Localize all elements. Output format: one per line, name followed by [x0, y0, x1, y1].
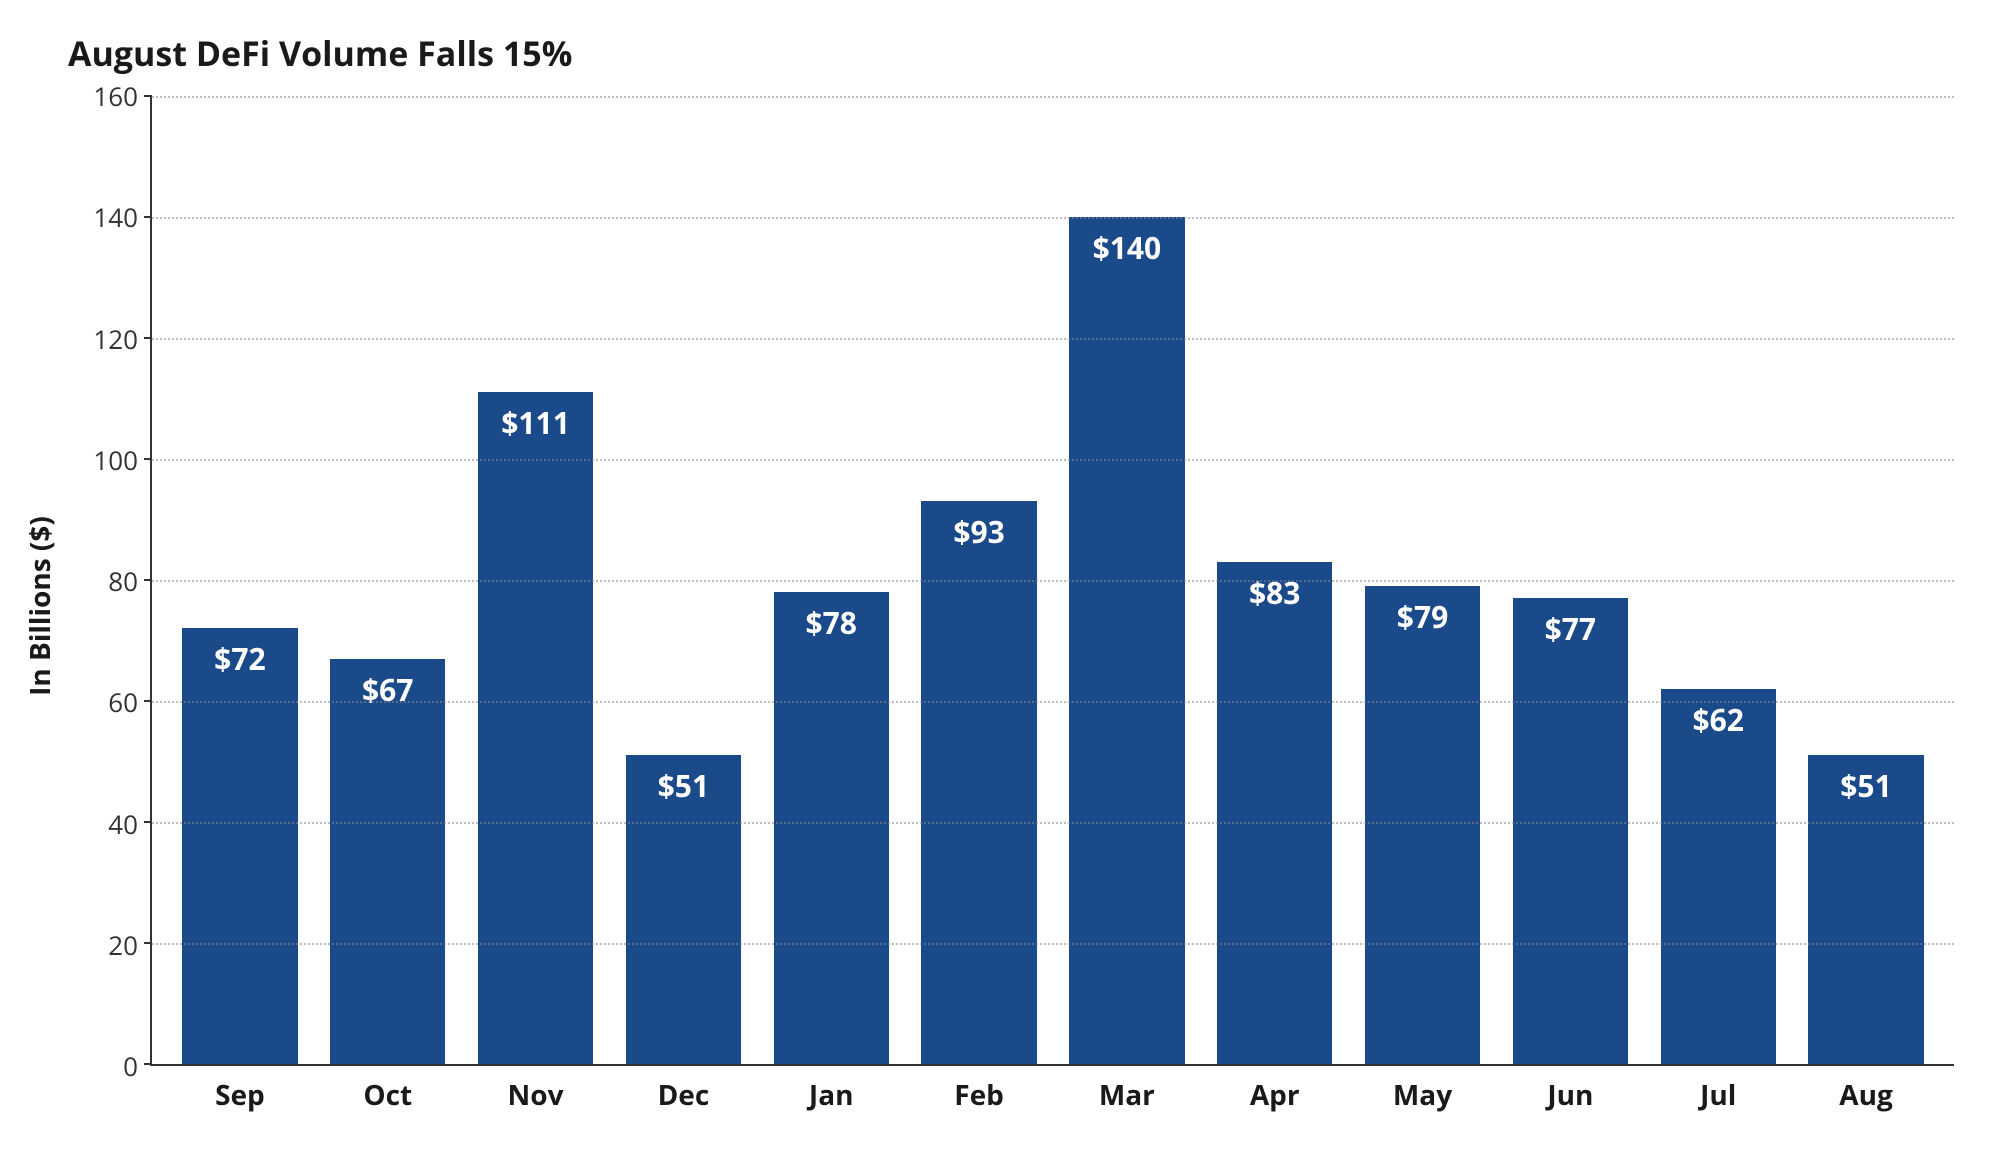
x-tick-label: Nov [462, 1076, 610, 1114]
bar-value-label: $67 [362, 669, 413, 710]
bar: $111 [478, 392, 593, 1064]
x-tick-label: Feb [905, 1076, 1053, 1114]
y-tick-label: 100 [93, 442, 138, 478]
y-axis: 020406080100120140160 [60, 96, 150, 1116]
x-tick-label: Mar [1053, 1076, 1201, 1114]
plot-wrapper: In Billions ($) 020406080100120140160 $7… [60, 96, 1954, 1116]
bar: $140 [1069, 217, 1184, 1064]
y-tick-label: 60 [108, 684, 138, 720]
y-tick-mark [144, 458, 152, 460]
bar-value-label: $62 [1692, 699, 1743, 740]
bar-value-label: $140 [1093, 227, 1162, 268]
y-tick-label: 140 [93, 199, 138, 235]
y-tick-mark [144, 95, 152, 97]
x-tick-label: Sep [166, 1076, 314, 1114]
x-tick-label: Aug [1792, 1076, 1940, 1114]
bar: $67 [330, 659, 445, 1064]
y-tick-mark [144, 700, 152, 702]
x-tick-label: Dec [609, 1076, 757, 1114]
x-axis: SepOctNovDecJanFebMarAprMayJunJulAug [152, 1064, 1954, 1114]
bar-value-label: $111 [501, 402, 570, 443]
gridline [152, 217, 1954, 219]
chart-title: August DeFi Volume Falls 15% [68, 30, 1954, 76]
gridline [152, 338, 1954, 340]
bar: $83 [1217, 562, 1332, 1064]
y-tick-label: 0 [123, 1048, 138, 1084]
y-tick-mark [144, 216, 152, 218]
bar: $93 [921, 501, 1036, 1064]
bar: $51 [626, 755, 741, 1064]
x-tick-label: Apr [1201, 1076, 1349, 1114]
bar-value-label: $51 [1840, 765, 1891, 806]
y-tick-mark [144, 1063, 152, 1065]
bar: $78 [774, 592, 889, 1064]
y-tick-mark [144, 579, 152, 581]
bar-value-label: $77 [1545, 608, 1596, 649]
bar: $62 [1661, 689, 1776, 1064]
bar: $72 [182, 628, 297, 1064]
x-tick-label: Oct [314, 1076, 462, 1114]
bar-value-label: $78 [805, 602, 856, 643]
y-axis-label: In Billions ($) [21, 516, 59, 696]
bar-value-label: $83 [1249, 572, 1300, 613]
x-tick-label: May [1349, 1076, 1497, 1114]
y-tick-label: 20 [108, 927, 138, 963]
gridline [152, 459, 1954, 461]
y-tick-mark [144, 337, 152, 339]
bar-value-label: $51 [658, 765, 709, 806]
bar-value-label: $93 [953, 511, 1004, 552]
y-tick-label: 160 [93, 78, 138, 114]
bar-value-label: $79 [1397, 596, 1448, 637]
bar: $51 [1808, 755, 1923, 1064]
x-tick-label: Jun [1496, 1076, 1644, 1114]
bar: $77 [1513, 598, 1628, 1064]
x-tick-label: Jul [1644, 1076, 1792, 1114]
x-tick-label: Jan [757, 1076, 905, 1114]
gridline [152, 943, 1954, 945]
bar-value-label: $72 [214, 638, 265, 679]
plot-area: $72$67$111$51$78$93$140$83$79$77$62$51 S… [150, 96, 1954, 1066]
y-tick-mark [144, 821, 152, 823]
y-tick-label: 120 [93, 321, 138, 357]
gridline [152, 96, 1954, 98]
gridline [152, 701, 1954, 703]
gridline [152, 580, 1954, 582]
gridline [152, 822, 1954, 824]
y-tick-mark [144, 942, 152, 944]
chart-container: August DeFi Volume Falls 15% In Billions… [0, 0, 1994, 1166]
bar: $79 [1365, 586, 1480, 1064]
y-tick-label: 80 [108, 563, 138, 599]
y-tick-label: 40 [108, 806, 138, 842]
